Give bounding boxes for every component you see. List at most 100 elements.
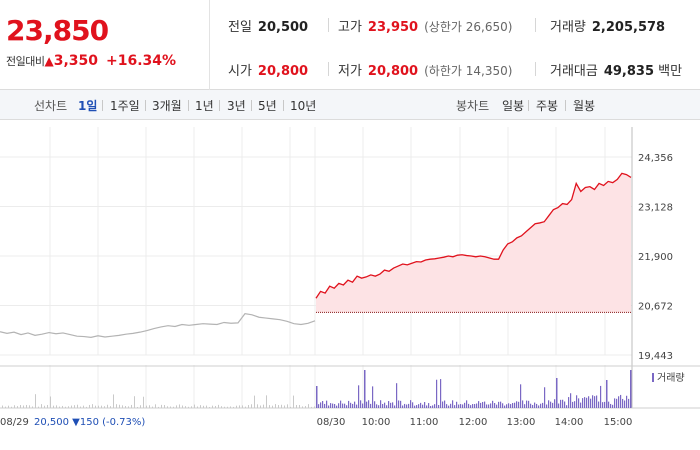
volume-bar [520, 384, 522, 408]
volume-bar [396, 383, 398, 408]
tab-1y[interactable]: 1년 [195, 99, 214, 113]
volume-bar [95, 405, 96, 408]
volume-bar [564, 401, 566, 408]
volume-bar [558, 403, 560, 408]
volume-bar [560, 399, 562, 408]
volume-bar [400, 400, 402, 408]
divider [219, 100, 220, 111]
volume-bar [550, 401, 552, 408]
volume-bar [444, 400, 446, 408]
volume-bar [17, 406, 18, 408]
volume-bar [618, 396, 620, 408]
tab-3y[interactable]: 3년 [227, 99, 246, 113]
stat-low: 저가 20,800 (하한가 14,350) [338, 60, 512, 79]
stat-label: 고가 [338, 20, 362, 35]
volume-bar [536, 403, 538, 408]
today-price-line [315, 172, 632, 299]
lower-limit: (하한가 14,350) [424, 64, 513, 78]
volume-bar [26, 404, 27, 408]
volume-bar [47, 404, 48, 408]
quote-summary: 23,850 전일대비▲3,350 +16.34% 전일 20,500 고가 23,9… [0, 0, 700, 90]
volume-bar [516, 401, 518, 408]
divider [145, 100, 146, 111]
volume-bar [566, 405, 568, 408]
volume-bar [470, 405, 472, 408]
volume-bar [146, 405, 147, 408]
tab-1w[interactable]: 1주일 [110, 99, 140, 113]
volume-bar [8, 405, 9, 408]
volume-bar [430, 405, 432, 408]
volume-bar [65, 406, 66, 408]
volume-bar [600, 385, 602, 408]
chart-tabs: 선차트 1일 1주일 3개월 1년 3년 5년 10년 봉차트 일봉 주봉 월봉 [0, 90, 700, 120]
volume-bar [338, 403, 340, 408]
volume-bar [508, 403, 510, 408]
tab-daily[interactable]: 일봉 [502, 99, 525, 113]
volume-bar [2, 405, 3, 408]
volume-bar [200, 405, 201, 408]
stat-amount: 거래대금 49,835 백만 [550, 60, 688, 79]
volume-bar [360, 400, 362, 408]
x-tick-label: 14:00 [555, 417, 584, 428]
tab-3m[interactable]: 3개월 [152, 99, 182, 113]
price-lines [0, 172, 632, 338]
volume-bar [215, 405, 216, 408]
volume-bar [414, 405, 416, 408]
volume-bar [392, 402, 394, 408]
volume-bar [257, 404, 258, 408]
candle-chart-label: 봉차트 [456, 99, 490, 113]
volume-bar [462, 404, 464, 408]
volume-bar [101, 405, 102, 408]
volume-bar [251, 404, 252, 408]
volume-bar [568, 397, 570, 408]
volume-bar [532, 404, 534, 408]
y-tick-label: 24,356 [638, 153, 673, 164]
volume-bar [500, 401, 502, 408]
divider [535, 62, 536, 76]
tab-10y[interactable]: 10년 [290, 99, 317, 113]
volume-bar [179, 404, 180, 408]
volume-bar [576, 395, 578, 408]
x-tick-label: 12:00 [459, 417, 488, 428]
stat-label: 전일 [228, 20, 252, 35]
current-price: 23,850 [6, 14, 109, 47]
volume-bar [155, 404, 156, 408]
volume-bar [167, 406, 168, 408]
volume-bar [630, 370, 632, 408]
volume-bar [358, 385, 360, 408]
volume-bar [426, 405, 428, 408]
volume-bar [248, 405, 249, 408]
volume-bar [316, 386, 318, 408]
volume-bar [14, 405, 15, 408]
volume-bar [38, 406, 39, 408]
stat-value: 20,800 [367, 64, 419, 79]
volume-bar [546, 404, 548, 408]
volume-bar [614, 398, 616, 408]
volume-bar [116, 404, 117, 408]
volume-bar [610, 403, 612, 408]
tab-1d[interactable]: 1일 [78, 99, 98, 113]
stat-value: 2,205,578 [591, 20, 666, 35]
change-line: 전일대비▲3,350 +16.34% [6, 53, 176, 69]
tab-5y[interactable]: 5년 [258, 99, 277, 113]
change-amount: 3,350 [53, 53, 99, 69]
volume-bar [468, 403, 470, 408]
volume-bar [260, 405, 261, 408]
volume-bar [598, 401, 600, 408]
volume-bar [404, 403, 406, 408]
volume-bar [197, 406, 198, 408]
volume-bar [254, 395, 255, 408]
volume-bar [528, 400, 530, 408]
tab-monthly[interactable]: 월봉 [573, 99, 596, 113]
volume-bar [305, 406, 306, 408]
volume-bar [496, 404, 498, 408]
volume-bar [578, 398, 580, 408]
volume-bar [526, 400, 528, 408]
volume-bar [227, 406, 228, 408]
volume-bar [68, 406, 69, 408]
volume-bar [328, 405, 330, 408]
volume-bar [161, 404, 162, 408]
tab-weekly[interactable]: 주봉 [536, 99, 559, 113]
volume-bar [394, 405, 396, 408]
volume-bar [596, 395, 598, 408]
